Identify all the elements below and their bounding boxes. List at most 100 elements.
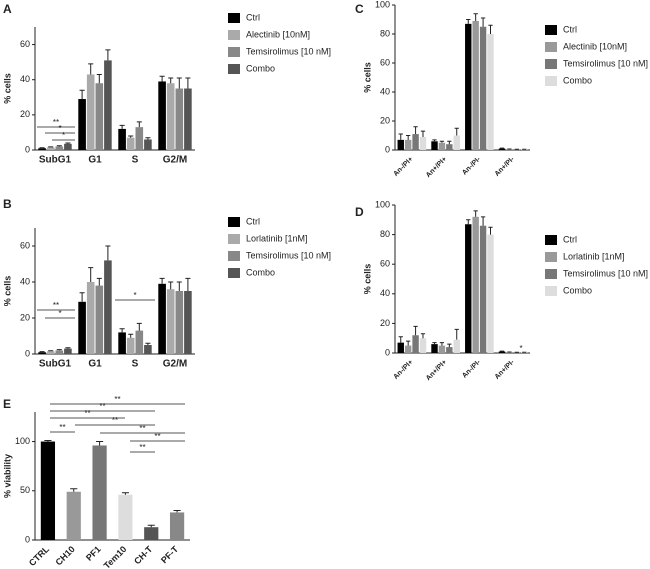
error-bar bbox=[96, 73, 102, 84]
error-bar bbox=[439, 140, 445, 143]
bar bbox=[446, 144, 453, 150]
y-tick-label: 100 bbox=[15, 436, 30, 446]
bar bbox=[78, 301, 86, 354]
y-tick-label: 60 bbox=[380, 259, 390, 269]
error-bar bbox=[406, 135, 411, 140]
y-tick-label: 60 bbox=[20, 39, 30, 49]
y-tick-label: 0 bbox=[25, 144, 30, 154]
error-bar bbox=[88, 267, 94, 282]
bar bbox=[465, 23, 472, 151]
x-tick-label: CH-T bbox=[132, 544, 155, 567]
legend-swatch bbox=[545, 42, 557, 52]
x-tick-label: G1 bbox=[88, 155, 102, 166]
error-bar bbox=[185, 277, 191, 291]
error-bar bbox=[105, 245, 111, 261]
bar bbox=[118, 128, 126, 150]
x-tick-label: An+/PI+ bbox=[425, 359, 448, 382]
bar bbox=[446, 347, 453, 353]
bar bbox=[465, 224, 472, 353]
error-bar bbox=[56, 349, 62, 351]
bar bbox=[175, 88, 184, 150]
significance-label: * bbox=[58, 124, 61, 133]
bar bbox=[126, 337, 135, 354]
error-bar bbox=[145, 342, 151, 345]
bar bbox=[64, 143, 72, 150]
legend-swatch bbox=[228, 251, 240, 261]
bar bbox=[78, 99, 86, 150]
bar bbox=[158, 283, 166, 354]
y-axis-label: % cells bbox=[362, 62, 372, 93]
legend-label: Ctrl bbox=[563, 234, 577, 244]
error-bar bbox=[420, 130, 426, 137]
error-bar bbox=[398, 336, 403, 343]
panel-label: C bbox=[355, 2, 364, 16]
x-tick-label: G2/M bbox=[163, 359, 187, 370]
bar bbox=[38, 148, 46, 150]
x-tick-label: CH10 bbox=[53, 544, 76, 567]
legend-label: Temsirolimus [10 nM] bbox=[563, 268, 648, 278]
error-bar bbox=[420, 333, 426, 339]
error-bar bbox=[176, 281, 182, 291]
y-tick-label: 20 bbox=[380, 115, 390, 125]
bar bbox=[95, 285, 104, 354]
y-tick-label: 60 bbox=[380, 57, 390, 67]
significance-label: ** bbox=[139, 424, 145, 433]
legend-label: Combo bbox=[563, 285, 592, 295]
y-axis-label: % cells bbox=[2, 73, 12, 104]
error-bar bbox=[147, 524, 155, 528]
error-bar bbox=[488, 226, 493, 235]
error-bar bbox=[48, 146, 54, 148]
bar bbox=[397, 342, 404, 353]
x-tick-label: An-/PI- bbox=[461, 358, 482, 379]
y-tick-label: 0 bbox=[385, 347, 390, 357]
error-bar bbox=[473, 13, 478, 21]
legend-label: Lorlatinib [1nM] bbox=[563, 251, 625, 261]
significance-label: ** bbox=[114, 395, 120, 404]
bar bbox=[498, 148, 506, 150]
x-tick-label: SubG1 bbox=[39, 155, 72, 166]
significance-label: * bbox=[62, 131, 65, 140]
error-bar bbox=[96, 441, 104, 446]
significance-label: * bbox=[58, 309, 61, 318]
y-tick-label: 40 bbox=[20, 276, 30, 286]
error-bar bbox=[105, 49, 111, 61]
x-tick-label: G2/M bbox=[163, 155, 187, 166]
error-bar bbox=[173, 509, 181, 513]
y-tick-label: 80 bbox=[380, 28, 390, 38]
x-tick-label: PF-T bbox=[159, 544, 181, 566]
x-tick-label: An+/PI+ bbox=[425, 156, 448, 179]
y-tick-label: 60 bbox=[20, 240, 30, 250]
x-tick-label: PF1 bbox=[84, 544, 103, 563]
bar bbox=[158, 81, 166, 150]
bar bbox=[144, 139, 152, 150]
error-bar bbox=[159, 277, 165, 284]
y-tick-label: 50 bbox=[20, 485, 30, 495]
error-bar bbox=[413, 325, 418, 336]
bar bbox=[118, 332, 126, 354]
bar bbox=[95, 83, 104, 150]
legend-swatch bbox=[545, 25, 557, 35]
error-bar bbox=[121, 492, 129, 495]
significance-label: ** bbox=[84, 409, 90, 418]
bar bbox=[498, 351, 506, 353]
y-tick-label: 0 bbox=[25, 534, 30, 544]
x-tick-label: An+/PI- bbox=[494, 358, 517, 381]
bar bbox=[86, 74, 95, 150]
significance-label: * bbox=[133, 291, 136, 300]
bar bbox=[55, 350, 64, 354]
error-bar bbox=[145, 137, 151, 140]
y-tick-label: 20 bbox=[20, 312, 30, 322]
bar bbox=[419, 338, 427, 353]
legend-swatch bbox=[228, 13, 240, 23]
y-tick-label: 40 bbox=[380, 86, 390, 96]
panel-label: B bbox=[3, 197, 12, 211]
bar bbox=[38, 352, 46, 354]
error-bar bbox=[176, 77, 182, 89]
significance-label: ** bbox=[99, 402, 105, 411]
error-bar bbox=[432, 139, 437, 142]
panel-label: E bbox=[3, 397, 11, 411]
x-tick-label: An+/PI- bbox=[494, 155, 517, 178]
error-bar bbox=[168, 281, 174, 290]
error-bar bbox=[480, 216, 486, 226]
